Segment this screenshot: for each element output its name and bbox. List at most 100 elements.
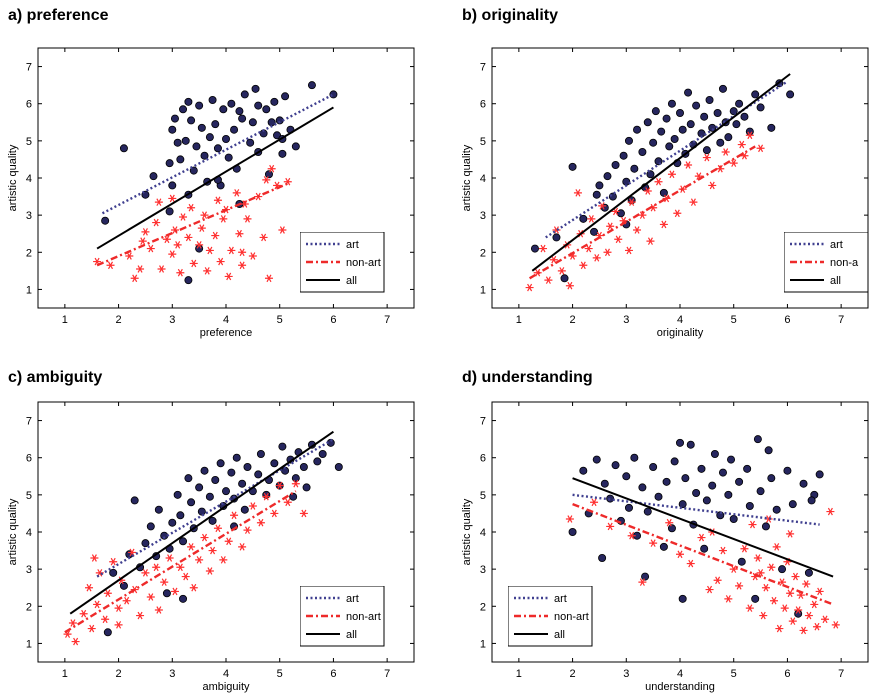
series-non-art: [525, 131, 765, 292]
data-point-non-art: [213, 196, 222, 205]
data-point-art: [729, 107, 738, 116]
data-point-non-art: [804, 611, 813, 620]
data-point-art: [745, 501, 754, 510]
data-point-non-art: [721, 148, 730, 156]
data-point-non-art: [291, 479, 300, 488]
data-point-art: [718, 468, 727, 477]
data-point-art: [708, 481, 717, 490]
data-point-art: [611, 160, 620, 169]
data-point-art: [799, 479, 808, 488]
data-point-non-art: [114, 604, 123, 612]
data-point-non-art: [162, 235, 171, 244]
x-tick-label: 3: [169, 314, 175, 326]
data-point-non-art: [141, 569, 150, 577]
data-point-non-art: [157, 265, 166, 273]
data-point-non-art: [205, 246, 214, 255]
data-point-non-art: [724, 595, 733, 603]
data-point-non-art: [232, 189, 241, 197]
data-point-non-art: [187, 203, 196, 212]
data-point-art: [579, 214, 588, 223]
data-point-art: [624, 136, 633, 145]
data-point-non-art: [189, 583, 198, 592]
data-point-art: [638, 147, 647, 156]
data-point-non-art: [243, 215, 252, 223]
data-point-non-art: [93, 600, 102, 609]
data-point-non-art: [189, 259, 198, 268]
data-point-art: [211, 120, 220, 129]
data-point-art: [616, 209, 625, 218]
x-tick-label: 2: [116, 668, 122, 680]
data-point-non-art: [103, 589, 112, 598]
legend: art non-a all: [784, 232, 869, 293]
fit-line-all: [572, 477, 834, 578]
data-point-non-art: [184, 233, 193, 242]
data-point-non-art: [667, 170, 676, 179]
data-point-art: [678, 125, 687, 134]
data-point-non-art: [152, 218, 161, 227]
y-axis-label: artistic quality: [461, 498, 473, 565]
data-point-art: [208, 516, 217, 525]
plot-area: [93, 81, 338, 285]
data-point-art: [735, 477, 744, 486]
legend-content: art non-a all: [784, 232, 869, 293]
x-tick-label: 1: [516, 314, 522, 326]
data-point-non-art: [259, 233, 268, 242]
data-point-art: [676, 438, 685, 447]
y-tick-label: 2: [26, 247, 32, 259]
y-tick-label: 3: [26, 564, 32, 576]
data-point-non-art: [665, 518, 674, 527]
x-axis-label: preference: [200, 327, 253, 339]
data-point-art: [608, 192, 617, 201]
data-point-art: [633, 125, 642, 134]
data-point-art: [697, 464, 706, 473]
fit-line-art: [572, 493, 820, 526]
data-point-non-art: [603, 248, 612, 257]
legend-box: [300, 586, 385, 647]
data-point-non-art: [208, 546, 217, 555]
data-point-art: [552, 233, 561, 242]
y-tick-label: 4: [26, 527, 32, 539]
chart-panel-1: a) preference 1 2 3 4 5 6 7 1 2 3 4 5 6 7 preference art…: [7, 7, 415, 339]
data-point-non-art: [256, 518, 265, 527]
series-non-art: [63, 479, 308, 646]
data-point-non-art: [676, 550, 684, 559]
y-tick-label: 1: [480, 284, 486, 296]
series-non-art: [565, 498, 840, 635]
data-point-art: [184, 97, 193, 106]
data-point-art: [767, 474, 776, 483]
data-point-art: [273, 131, 282, 140]
y-tick-label: 4: [480, 527, 486, 539]
data-point-non-art: [705, 585, 714, 594]
data-point-art: [173, 490, 182, 499]
data-point-non-art: [176, 268, 185, 277]
data-point-art: [302, 483, 311, 492]
data-point-art: [667, 524, 676, 533]
data-point-non-art: [646, 237, 655, 245]
x-tick-label: 7: [384, 668, 390, 680]
data-point-art: [772, 505, 781, 514]
data-point-non-art: [187, 543, 196, 551]
data-point-non-art: [146, 244, 155, 253]
data-point-art: [600, 479, 609, 488]
data-point-non-art: [745, 131, 754, 140]
data-point-non-art: [812, 622, 821, 631]
data-point-non-art: [270, 509, 279, 518]
data-point-non-art: [737, 140, 746, 149]
data-point-art: [205, 133, 214, 142]
data-point-art: [221, 487, 230, 496]
data-point-non-art: [213, 524, 222, 533]
data-point-non-art: [130, 274, 139, 283]
data-point-non-art: [238, 248, 247, 257]
data-point-art: [213, 144, 222, 153]
data-point-art: [630, 453, 639, 462]
data-point-non-art: [627, 531, 636, 540]
data-point-non-art: [203, 267, 212, 275]
data-point-art: [807, 496, 816, 505]
data-point-art: [307, 81, 316, 90]
data-point-art: [595, 181, 604, 190]
data-point-non-art: [238, 261, 247, 270]
data-point-non-art: [216, 257, 225, 266]
panel-title: a) preference: [8, 7, 109, 24]
data-point-non-art: [138, 237, 147, 245]
data-point-art: [729, 515, 738, 524]
